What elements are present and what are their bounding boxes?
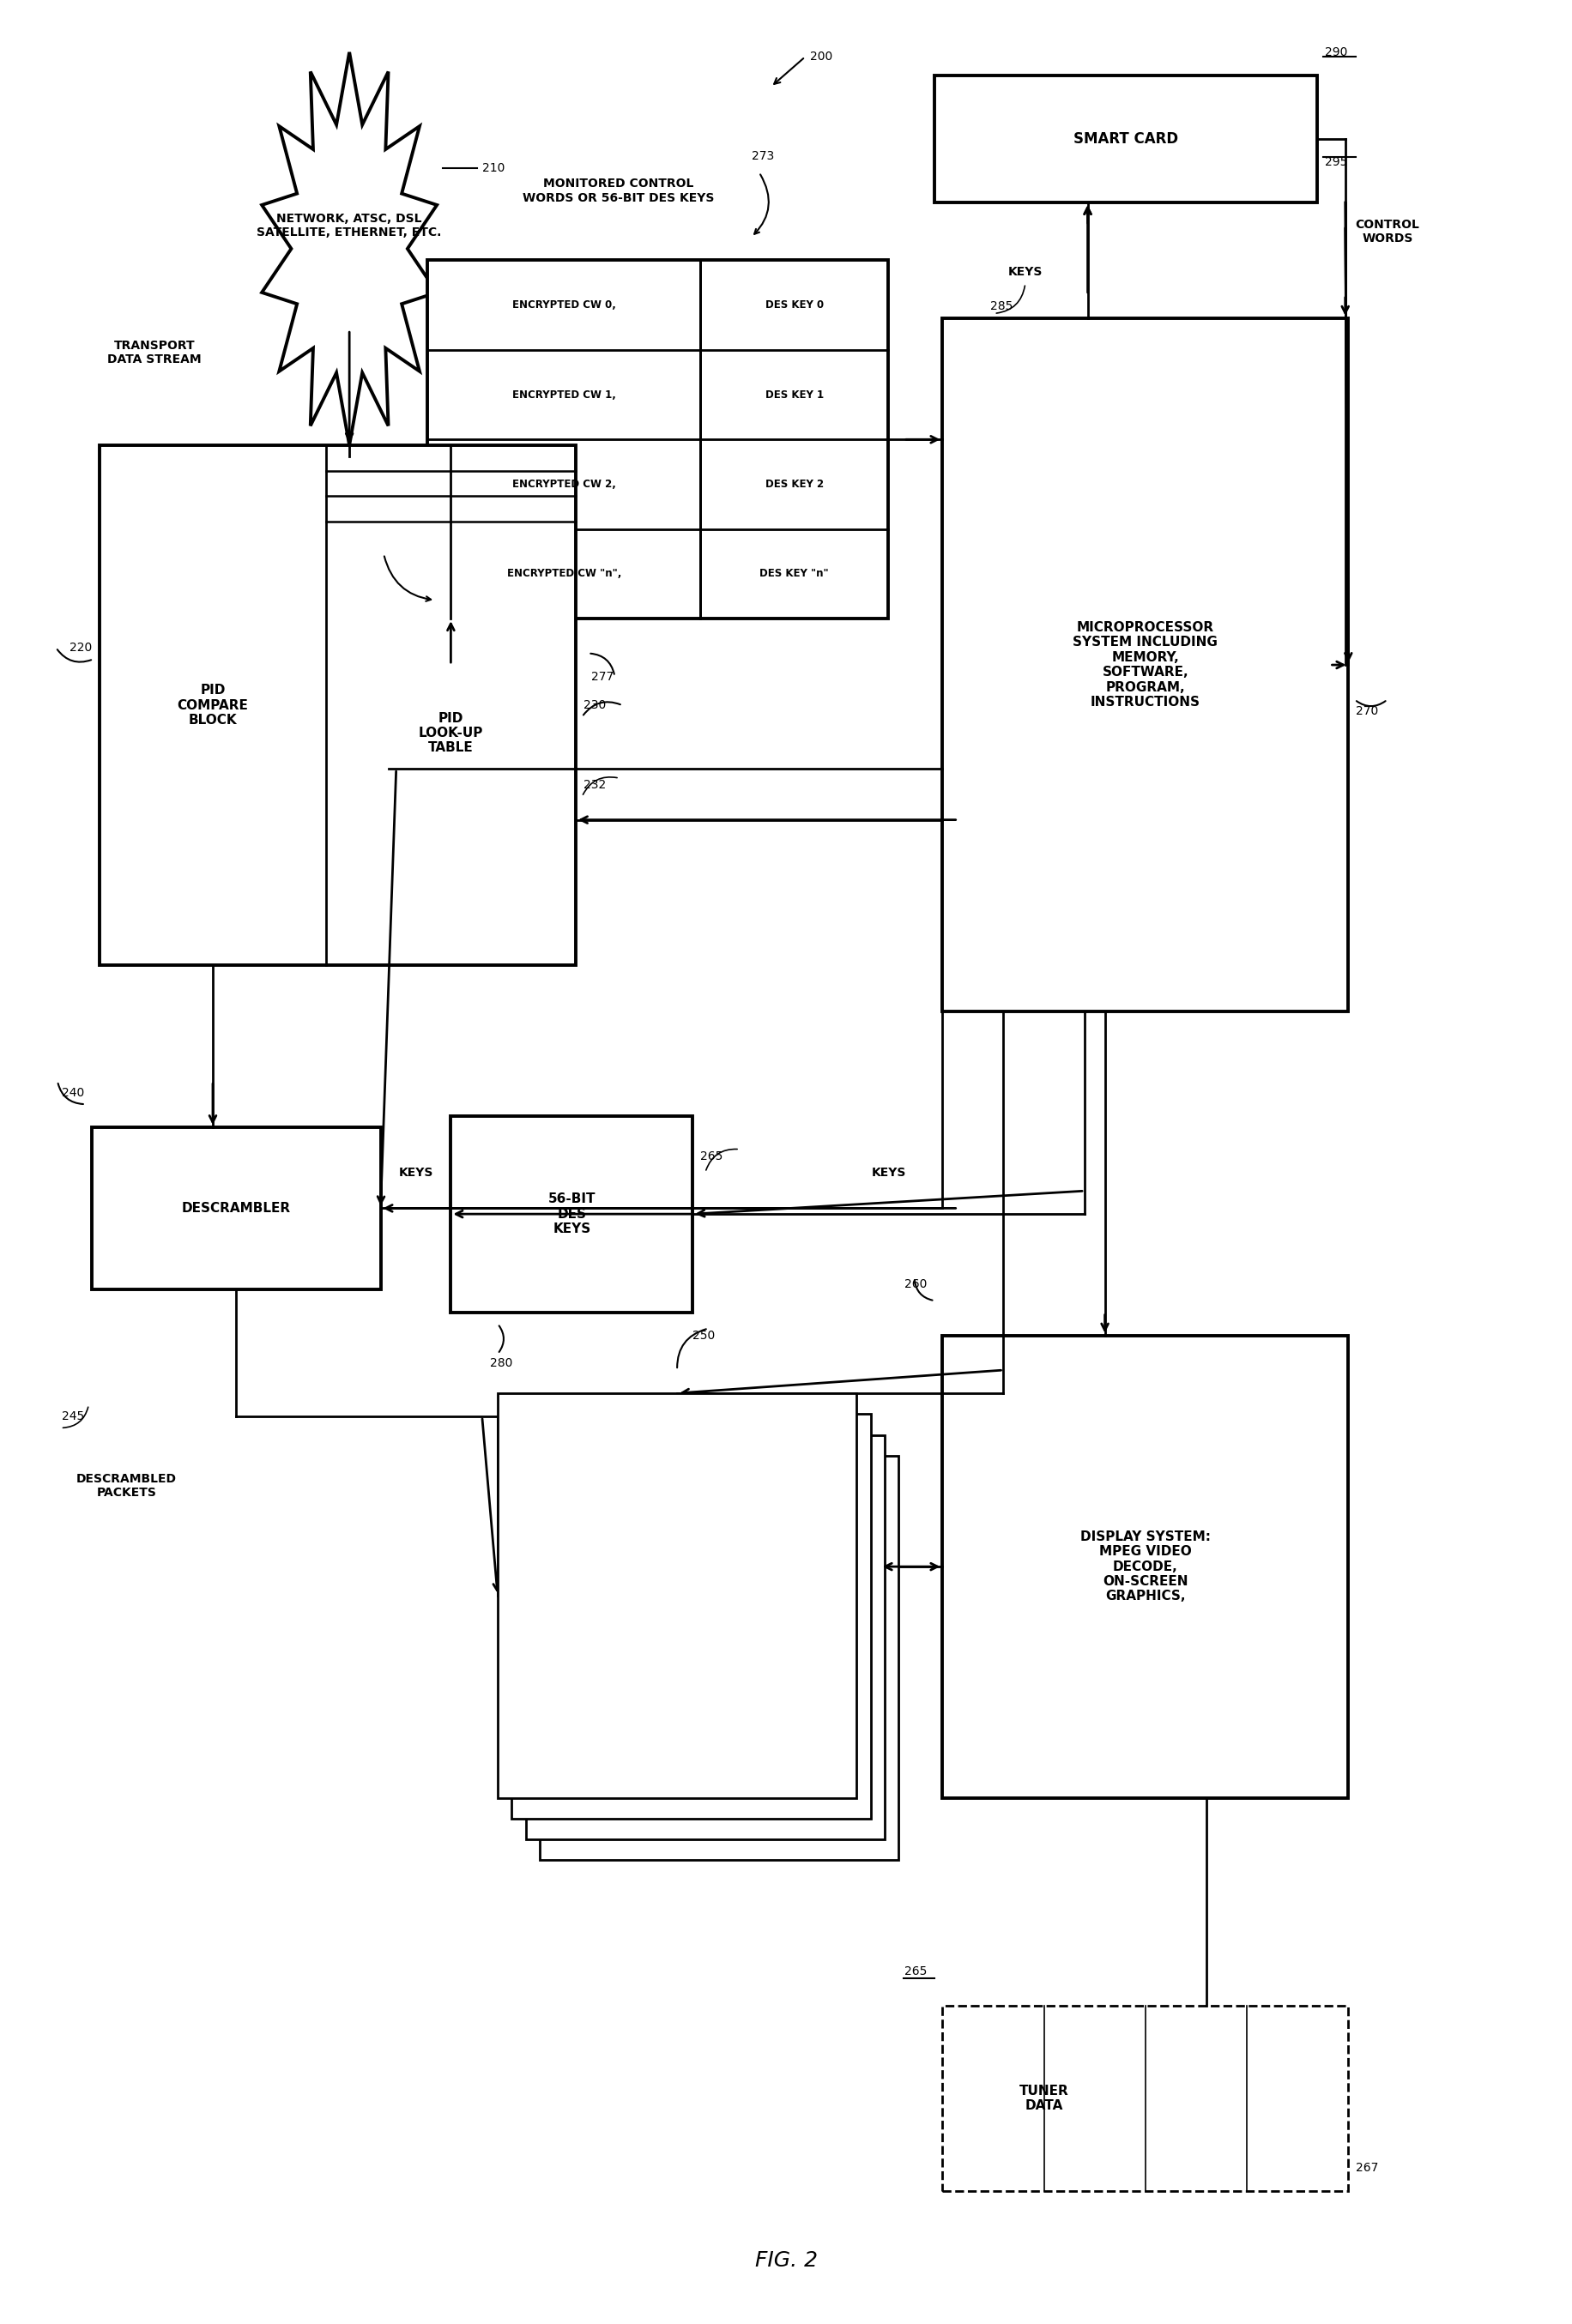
- Bar: [934, 74, 1316, 202]
- Text: CONTROL
WORDS: CONTROL WORDS: [1355, 218, 1420, 244]
- Bar: [497, 1392, 857, 1799]
- Bar: [942, 2006, 1347, 2192]
- Text: DES KEY 1: DES KEY 1: [764, 388, 824, 400]
- Text: KEYS: KEYS: [1008, 265, 1042, 279]
- Text: 56-BIT
DES
KEYS: 56-BIT DES KEYS: [547, 1192, 596, 1236]
- Text: PID
LOOK-UP
TABLE: PID LOOK-UP TABLE: [418, 711, 483, 755]
- Text: KEYS: KEYS: [398, 1167, 432, 1178]
- Text: ENCRYPTED CW 2,: ENCRYPTED CW 2,: [512, 479, 616, 490]
- Text: FIG. 2: FIG. 2: [755, 2250, 817, 2271]
- Text: ENCRYPTED CW 1,: ENCRYPTED CW 1,: [512, 388, 616, 400]
- Text: MICROPROCESSOR
SYSTEM INCLUDING
MEMORY,
SOFTWARE,
PROGRAM,
INSTRUCTIONS: MICROPROCESSOR SYSTEM INCLUDING MEMORY, …: [1072, 621, 1217, 709]
- Bar: [525, 1434, 885, 1838]
- Text: 270: 270: [1355, 704, 1379, 718]
- Text: 200: 200: [810, 51, 832, 63]
- Text: ENCRYPTED CW 0,: ENCRYPTED CW 0,: [512, 300, 616, 311]
- Text: SMART CARD: SMART CARD: [1074, 130, 1177, 146]
- Text: 220: 220: [69, 641, 91, 653]
- Polygon shape: [261, 51, 437, 446]
- Text: 240: 240: [61, 1088, 83, 1099]
- Text: MONITORED CONTROL
WORDS OR 56-BIT DES KEYS: MONITORED CONTROL WORDS OR 56-BIT DES KE…: [522, 179, 714, 205]
- Text: DES KEY 2: DES KEY 2: [764, 479, 824, 490]
- Bar: [99, 446, 575, 964]
- Bar: [428, 260, 888, 618]
- Bar: [942, 318, 1347, 1011]
- Text: 285: 285: [990, 300, 1012, 311]
- Bar: [511, 1413, 871, 1820]
- Text: 232: 232: [583, 779, 605, 790]
- Bar: [942, 1336, 1347, 1799]
- Text: 245: 245: [61, 1411, 83, 1422]
- Text: 295: 295: [1324, 156, 1347, 167]
- Text: DISPLAY SYSTEM:
MPEG VIDEO
DECODE,
ON-SCREEN
GRAPHICS,: DISPLAY SYSTEM: MPEG VIDEO DECODE, ON-SC…: [1080, 1529, 1210, 1604]
- Text: 273: 273: [751, 151, 773, 163]
- Text: 277: 277: [591, 669, 613, 683]
- Bar: [451, 1116, 692, 1313]
- Text: 290: 290: [1324, 46, 1347, 58]
- Text: DESCRAMBLED
PACKETS: DESCRAMBLED PACKETS: [75, 1473, 176, 1499]
- Text: MEMORY: MEMORY: [656, 1611, 726, 1627]
- Text: 280: 280: [489, 1357, 512, 1369]
- Text: 210: 210: [481, 163, 505, 174]
- Text: DES KEY 0: DES KEY 0: [764, 300, 824, 311]
- Text: 250: 250: [692, 1329, 715, 1341]
- Text: 265: 265: [700, 1150, 723, 1162]
- Text: DESCRAMBLER: DESCRAMBLER: [181, 1202, 291, 1215]
- Bar: [539, 1455, 898, 1859]
- Text: 230: 230: [583, 700, 605, 711]
- Text: DES KEY "n": DES KEY "n": [759, 569, 828, 579]
- Text: TRANSPORT
DATA STREAM: TRANSPORT DATA STREAM: [107, 339, 201, 365]
- Text: ENCRYPTED CW "n",: ENCRYPTED CW "n",: [506, 569, 621, 579]
- Text: 267: 267: [1355, 2161, 1379, 2173]
- Text: 265: 265: [904, 1966, 926, 1978]
- Text: NETWORK, ATSC, DSL
SATELLITE, ETHERNET, ETC.: NETWORK, ATSC, DSL SATELLITE, ETHERNET, …: [256, 214, 442, 239]
- Text: PID
COMPARE
BLOCK: PID COMPARE BLOCK: [178, 683, 248, 727]
- Text: TUNER
DATA: TUNER DATA: [1019, 2085, 1069, 2113]
- Bar: [91, 1127, 380, 1290]
- Text: 275: 275: [351, 544, 373, 555]
- Text: KEYS: KEYS: [871, 1167, 905, 1178]
- Text: 260: 260: [904, 1278, 926, 1290]
